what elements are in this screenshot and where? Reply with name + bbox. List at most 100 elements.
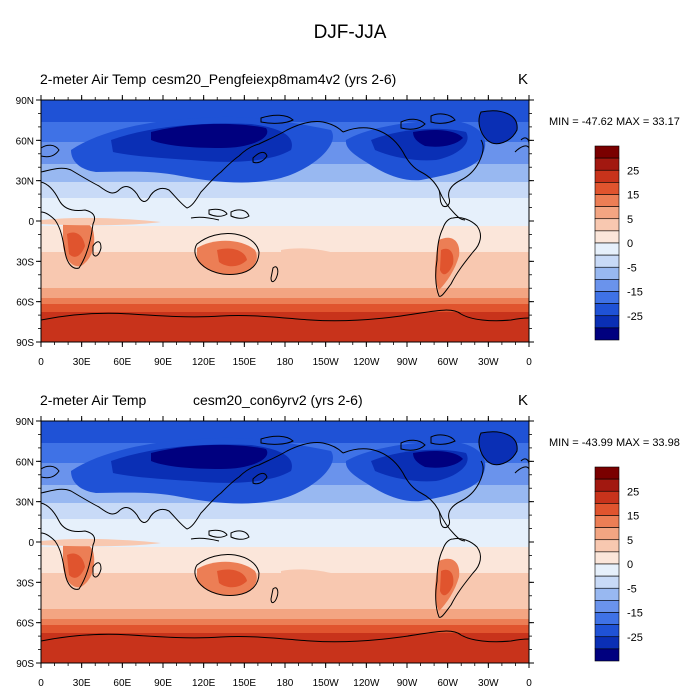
lon-label: 120E: [192, 357, 216, 368]
lat-label: 60N: [16, 136, 34, 147]
lon-label: 90E: [154, 357, 172, 368]
colorbar-box: [594, 575, 620, 589]
map-panel-top: 2-meter Air Temp cesm20_Pengfeiexp8mam4v…: [16, 71, 680, 368]
colorbar-box: [594, 315, 620, 329]
colorbar: 25 15 5 0 -5 -15 -25: [594, 466, 643, 662]
colorbar-tick-label: -5: [627, 583, 637, 595]
colorbar-tick-label: -15: [627, 608, 643, 620]
lon-label: 150E: [233, 357, 257, 368]
lon-label: 60E: [113, 678, 131, 689]
lon-label: 0: [38, 357, 44, 368]
lat-label: 60N: [16, 457, 34, 468]
lon-label: 90W: [397, 678, 418, 689]
colorbar-box: [594, 145, 620, 159]
lon-label: 180: [277, 357, 294, 368]
lon-label: 120E: [192, 678, 216, 689]
lon-label: 150E: [233, 678, 257, 689]
lon-label: 0: [38, 678, 44, 689]
colorbar-box: [594, 539, 620, 553]
colorbar-box: [594, 503, 620, 516]
colorbar-tick-label: -25: [627, 311, 643, 323]
panel-variable-label: 2-meter Air Temp: [40, 71, 147, 87]
lat-label: 0: [28, 217, 34, 228]
lat-label: 90S: [16, 338, 34, 349]
lat-axis: 90N 60N 30N 0 30S 60S 90S: [16, 96, 534, 349]
lat-label: 30N: [16, 498, 34, 509]
colorbar-box: [594, 636, 620, 650]
lon-axis: 0 30E 60E 90E 120E 150E 180 150W 120W 90W 60W 30W 0: [38, 95, 532, 368]
colorbar-box: [594, 466, 620, 480]
panel-units-label: K: [518, 71, 528, 88]
colorbar-box: [594, 303, 620, 317]
colorbar-box: [594, 266, 620, 280]
lon-label: 30E: [73, 678, 91, 689]
map-area: [41, 421, 529, 663]
colorbar-tick-label: -25: [627, 632, 643, 644]
map-area: [41, 100, 529, 342]
panel-stats-label: MIN = -43.99 MAX = 33.98: [549, 437, 680, 449]
lat-label: 60S: [16, 619, 34, 630]
colorbar-box: [594, 563, 620, 577]
panel-variable-label: 2-meter Air Temp: [40, 392, 147, 408]
colorbar-box: [594, 648, 620, 662]
colorbar-tick-label: 5: [627, 535, 633, 547]
panel-stats-label: MIN = -47.62 MAX = 33.17: [549, 116, 680, 128]
panel-case-label: cesm20_con6yrv2 (yrs 2-6): [193, 392, 363, 408]
colorbar-tick-label: 25: [627, 165, 639, 177]
lat-label: 0: [28, 538, 34, 549]
lon-label: 30E: [73, 357, 91, 368]
lon-label: 60W: [437, 357, 458, 368]
panel-case-label: cesm20_Pengfeiexp8mam4v2 (yrs 2-6): [152, 71, 396, 87]
colorbar: 25 15 5 0 -5 -15 -25: [594, 145, 643, 341]
lon-axis: 0 30E 60E 90E 120E 150E 180 150W 120W 90W 60W 30W 0: [38, 416, 532, 689]
colorbar-box: [594, 612, 620, 625]
colorbar-box: [594, 291, 620, 304]
lon-label: 60W: [437, 678, 458, 689]
lon-label: 150W: [313, 678, 340, 689]
lon-label: 30W: [478, 357, 499, 368]
lon-label: 0: [526, 357, 532, 368]
lat-label: 30S: [16, 257, 34, 268]
colorbar-box: [594, 254, 620, 268]
lat-label: 30S: [16, 578, 34, 589]
lon-label: 90W: [397, 357, 418, 368]
lat-label: 30N: [16, 177, 34, 188]
colorbar-box: [594, 587, 620, 601]
colorbar-tick-label: 25: [627, 486, 639, 498]
colorbar-box: [594, 478, 620, 492]
lon-label: 0: [526, 678, 532, 689]
colorbar-tick-label: 0: [627, 559, 633, 571]
colorbar-box: [594, 169, 620, 183]
lat-label: 60S: [16, 298, 34, 309]
colorbar-box: [594, 194, 620, 207]
lat-label: 90N: [16, 96, 34, 107]
colorbar-box: [594, 490, 620, 504]
lat-label: 90N: [16, 417, 34, 428]
lon-label: 150W: [313, 357, 340, 368]
lat-axis: 90N 60N 30N 0 30S 60S 90S: [16, 417, 534, 670]
figure-title: DJF-JJA: [313, 22, 387, 43]
colorbar-box: [594, 624, 620, 638]
colorbar-tick-label: 15: [627, 190, 639, 202]
colorbar-tick-label: -15: [627, 287, 643, 299]
lon-label: 180: [277, 678, 294, 689]
colorbar-box: [594, 327, 620, 341]
colorbar-box: [594, 218, 620, 232]
colorbar-tick-label: -5: [627, 262, 637, 274]
panel-units-label: K: [518, 392, 528, 409]
lat-label: 90S: [16, 659, 34, 670]
lon-label: 30W: [478, 678, 499, 689]
colorbar-box: [594, 551, 620, 565]
colorbar-box: [594, 182, 620, 195]
colorbar-tick-label: 0: [627, 238, 633, 250]
colorbar-box: [594, 157, 620, 171]
lon-label: 60E: [113, 357, 131, 368]
colorbar-box: [594, 600, 620, 613]
lon-label: 90E: [154, 678, 172, 689]
colorbar-box: [594, 515, 620, 528]
colorbar-box: [594, 279, 620, 292]
lon-label: 120W: [353, 678, 380, 689]
colorbar-tick-label: 5: [627, 214, 633, 226]
